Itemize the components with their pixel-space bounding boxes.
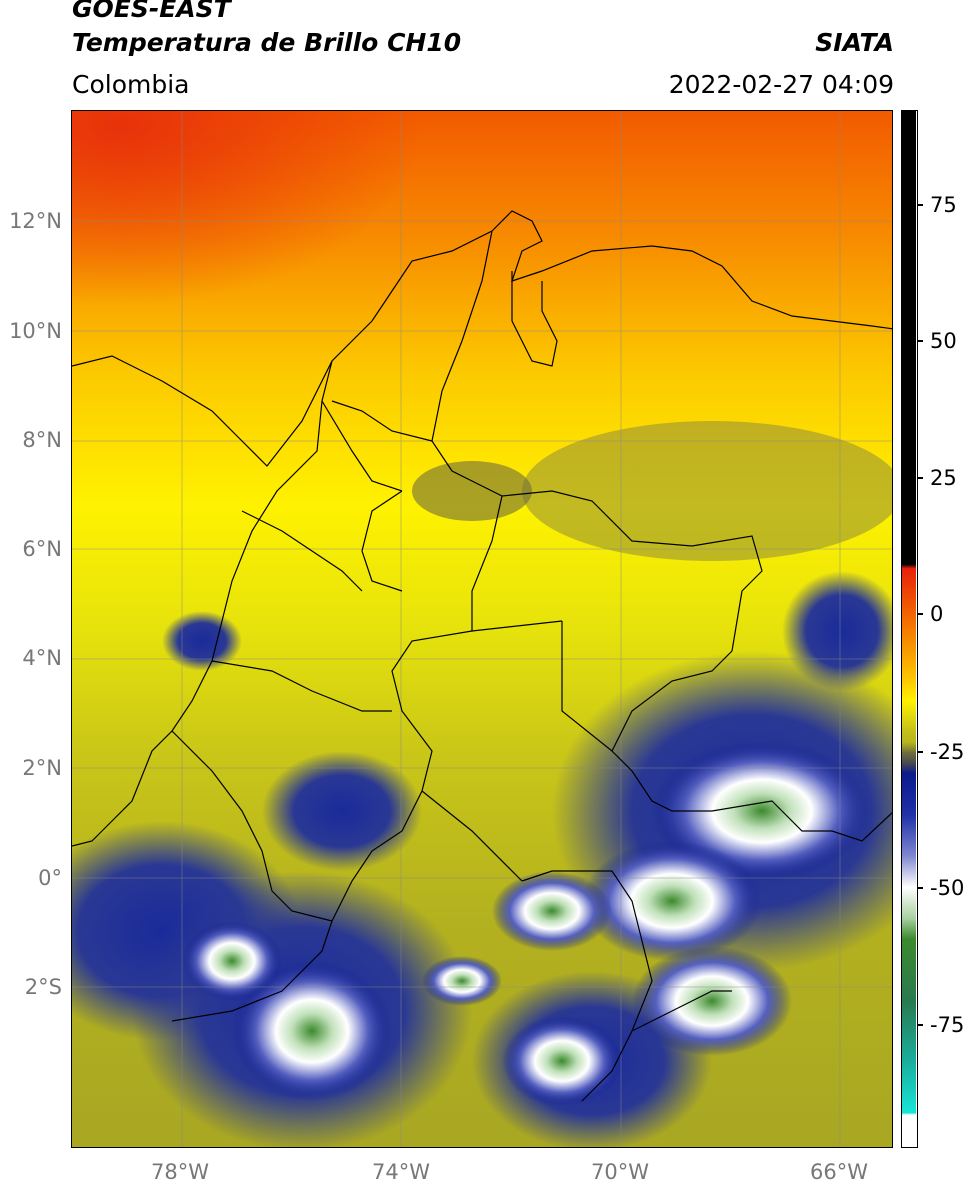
colorbar-tick [917, 751, 923, 753]
datetime-label: 2022-02-27 04:09 [668, 70, 894, 99]
colorbar-tick [917, 613, 923, 615]
lon-label-66w: 66°W [810, 1160, 868, 1184]
colorbar-label-75: 75 [930, 193, 957, 217]
organization-label: SIATA [815, 28, 894, 57]
colorbar-tick [917, 340, 923, 342]
lat-label-2n: 2°N [22, 756, 62, 780]
graticule [72, 111, 892, 1147]
lat-label-10n: 10°N [9, 319, 62, 343]
lon-label-70w: 70°W [591, 1160, 649, 1184]
colorbar-tick [917, 477, 923, 479]
lat-label-4n: 4°N [22, 646, 62, 670]
colorbar-tick [917, 204, 923, 206]
region-label: Colombia [72, 70, 190, 99]
colorbar-label-50: 50 [930, 329, 957, 353]
lat-label-0: 0° [38, 866, 62, 890]
colorbar [901, 110, 918, 1148]
colorbar-tick [917, 1024, 923, 1026]
title-product: Temperatura de Brillo CH10 [72, 28, 462, 57]
colorbar-label-25: 25 [930, 466, 957, 490]
lat-label-2s: 2°S [24, 975, 62, 999]
colorbar-label-minus75: -75 [930, 1013, 965, 1037]
colorbar-tick [917, 887, 923, 889]
lat-label-6n: 6°N [22, 537, 62, 561]
title-satellite: GOES-EAST [72, 0, 231, 23]
map-canvas [72, 111, 892, 1147]
colorbar-label-minus50: -50 [930, 876, 965, 900]
colorbar-label-minus25: -25 [930, 740, 965, 764]
satellite-map[interactable] [71, 110, 893, 1148]
lon-label-74w: 74°W [372, 1160, 430, 1184]
lat-label-8n: 8°N [22, 428, 62, 452]
lat-label-12n: 12°N [9, 209, 62, 233]
lon-label-78w: 78°W [151, 1160, 209, 1184]
borders [72, 210, 892, 1102]
colorbar-label-0: 0 [930, 602, 944, 626]
